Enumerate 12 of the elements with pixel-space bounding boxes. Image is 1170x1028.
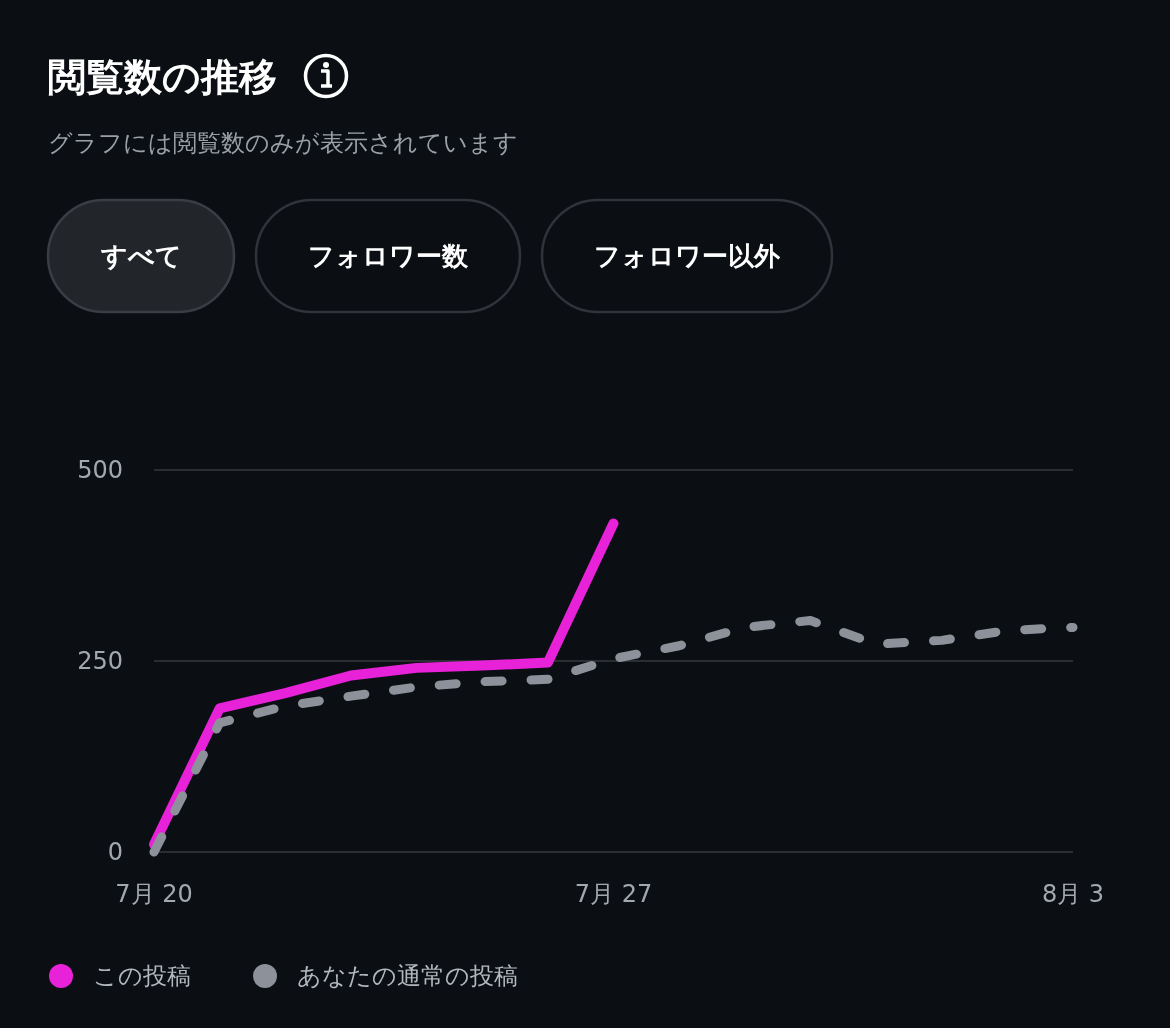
legend-label: この投稿: [93, 962, 191, 990]
chart-subtitle: グラフには閲覧数のみが表示されています: [48, 129, 518, 157]
y-tick-label: 250: [77, 647, 123, 675]
x-tick-label: 7月 27: [574, 880, 653, 908]
x-tick-label: 8月 3: [1041, 880, 1105, 908]
y-tick-label: 0: [107, 838, 123, 866]
tab-button: フォロワー以外: [540, 198, 834, 314]
chart-title: 閲覧数の推移: [48, 55, 277, 99]
legend-label: あなたの通常の投稿: [297, 962, 518, 990]
y-tick-label: 500: [77, 456, 123, 484]
tab-button: フォロワー数: [254, 198, 522, 314]
x-tick-label: 7月 20: [115, 880, 193, 908]
